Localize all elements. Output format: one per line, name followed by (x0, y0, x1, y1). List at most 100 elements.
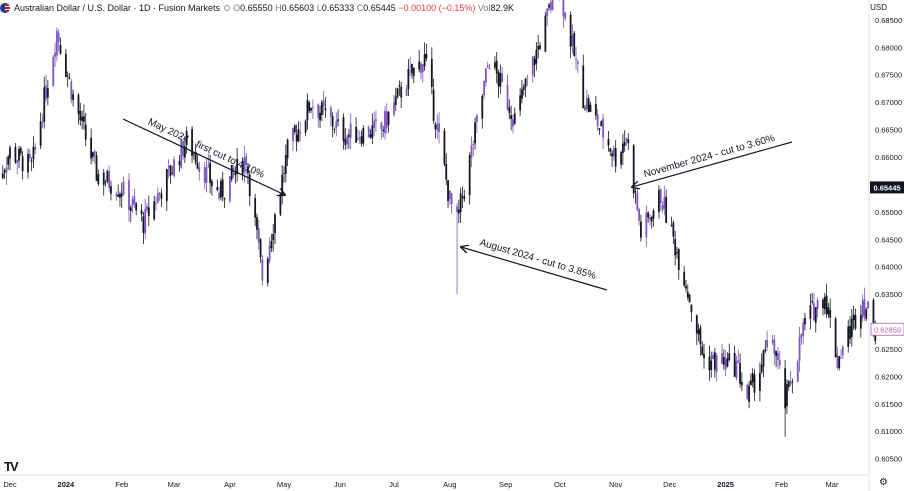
candle-body (128, 180, 130, 210)
candle-body (243, 157, 246, 173)
candle-body (367, 127, 370, 138)
candle-body (571, 35, 574, 46)
candle-body (632, 145, 635, 194)
candle-body (722, 356, 725, 365)
candle-body (708, 356, 711, 371)
candle-body (850, 318, 853, 337)
candle-body (690, 304, 693, 313)
y-tick-label: 0.62500 (875, 345, 902, 354)
candle-body (97, 174, 100, 184)
candle-body (122, 181, 125, 195)
candle-body (802, 322, 805, 337)
candle-body (68, 77, 71, 79)
candle-body (434, 123, 437, 130)
candle-body (739, 362, 741, 384)
candle-body (223, 197, 226, 200)
candle-body (241, 161, 244, 175)
candle-body (859, 314, 862, 329)
candle-body (405, 89, 408, 96)
candle-body (70, 81, 73, 100)
candle-body (484, 68, 487, 83)
candle-body (425, 53, 428, 59)
candle-body (575, 58, 577, 60)
candle-body (232, 167, 235, 173)
candle-body (146, 206, 148, 210)
candle-body (358, 137, 361, 139)
candle-body (135, 203, 138, 211)
symbol-header: Australian Dollar / U.S. Dollar · 1D · F… (11, 0, 514, 16)
candle-body (32, 146, 35, 160)
candle-body (140, 210, 143, 215)
candle-body (634, 191, 637, 193)
candle-body (625, 138, 628, 142)
candle-body (786, 384, 788, 407)
candle-body (9, 147, 11, 159)
candle-body (385, 111, 388, 128)
candle-body (317, 104, 320, 118)
candle-body (355, 126, 358, 143)
x-tick-label: Dec (3, 480, 17, 489)
candle-body (721, 353, 723, 364)
currency-label[interactable]: USD (870, 3, 887, 12)
candle-body (203, 167, 206, 183)
candle-body (762, 350, 765, 367)
low-label: L (316, 3, 322, 13)
candle-body (335, 121, 338, 128)
candle-body (838, 356, 841, 369)
symbol-title[interactable]: Australian Dollar / U.S. Dollar · 1D · F… (14, 3, 221, 13)
annotation-arrow (632, 141, 793, 187)
candle-body (508, 107, 511, 113)
candle-body (497, 72, 500, 86)
candle-body (468, 155, 471, 196)
candle-body (160, 193, 163, 199)
candle-body (521, 89, 523, 99)
candle-body (658, 189, 660, 213)
x-tick-label: Sep (499, 480, 512, 489)
candle-body (115, 194, 118, 197)
candle-body (216, 187, 219, 191)
candle-body (585, 98, 588, 110)
candle-body (724, 359, 727, 370)
x-tick-label: Apr (224, 480, 236, 489)
candle-body (14, 146, 17, 163)
candle-body (535, 49, 538, 64)
candle-body (775, 350, 778, 357)
candle-body (147, 207, 150, 217)
candle-body (59, 44, 62, 54)
candle-body (420, 63, 422, 74)
candle-body (90, 137, 93, 159)
tradingview-logo-icon[interactable]: TV (4, 459, 19, 474)
candle-body (254, 198, 257, 218)
candle-body (281, 174, 284, 196)
candle-body (221, 179, 224, 197)
x-tick-label: Jun (334, 480, 346, 489)
candle-body (387, 111, 390, 125)
candle-body (683, 271, 686, 286)
y-tick-label: 0.66500 (875, 126, 902, 135)
y-tick-label: 0.68500 (875, 16, 902, 25)
candle-body (576, 61, 579, 64)
candle-body (816, 299, 819, 309)
candle-body (432, 89, 435, 121)
candle-body (735, 361, 738, 379)
candle-body (456, 206, 458, 212)
candle-body (562, 0, 565, 17)
candle-body (153, 201, 156, 220)
candle-body (531, 56, 534, 76)
candle-body (813, 303, 815, 321)
candle-body (57, 32, 60, 42)
candle-body (519, 95, 522, 111)
candle-body (589, 104, 592, 113)
gear-icon[interactable]: ⚙ (879, 477, 888, 488)
candle-body (384, 111, 386, 133)
candle-body (450, 193, 453, 204)
candle-body (495, 60, 498, 74)
candle-body (488, 67, 491, 70)
candle-body (685, 285, 687, 289)
candle-body (784, 368, 787, 409)
candle-body (256, 217, 258, 230)
candle-body (749, 380, 752, 386)
candle-body (470, 145, 473, 158)
